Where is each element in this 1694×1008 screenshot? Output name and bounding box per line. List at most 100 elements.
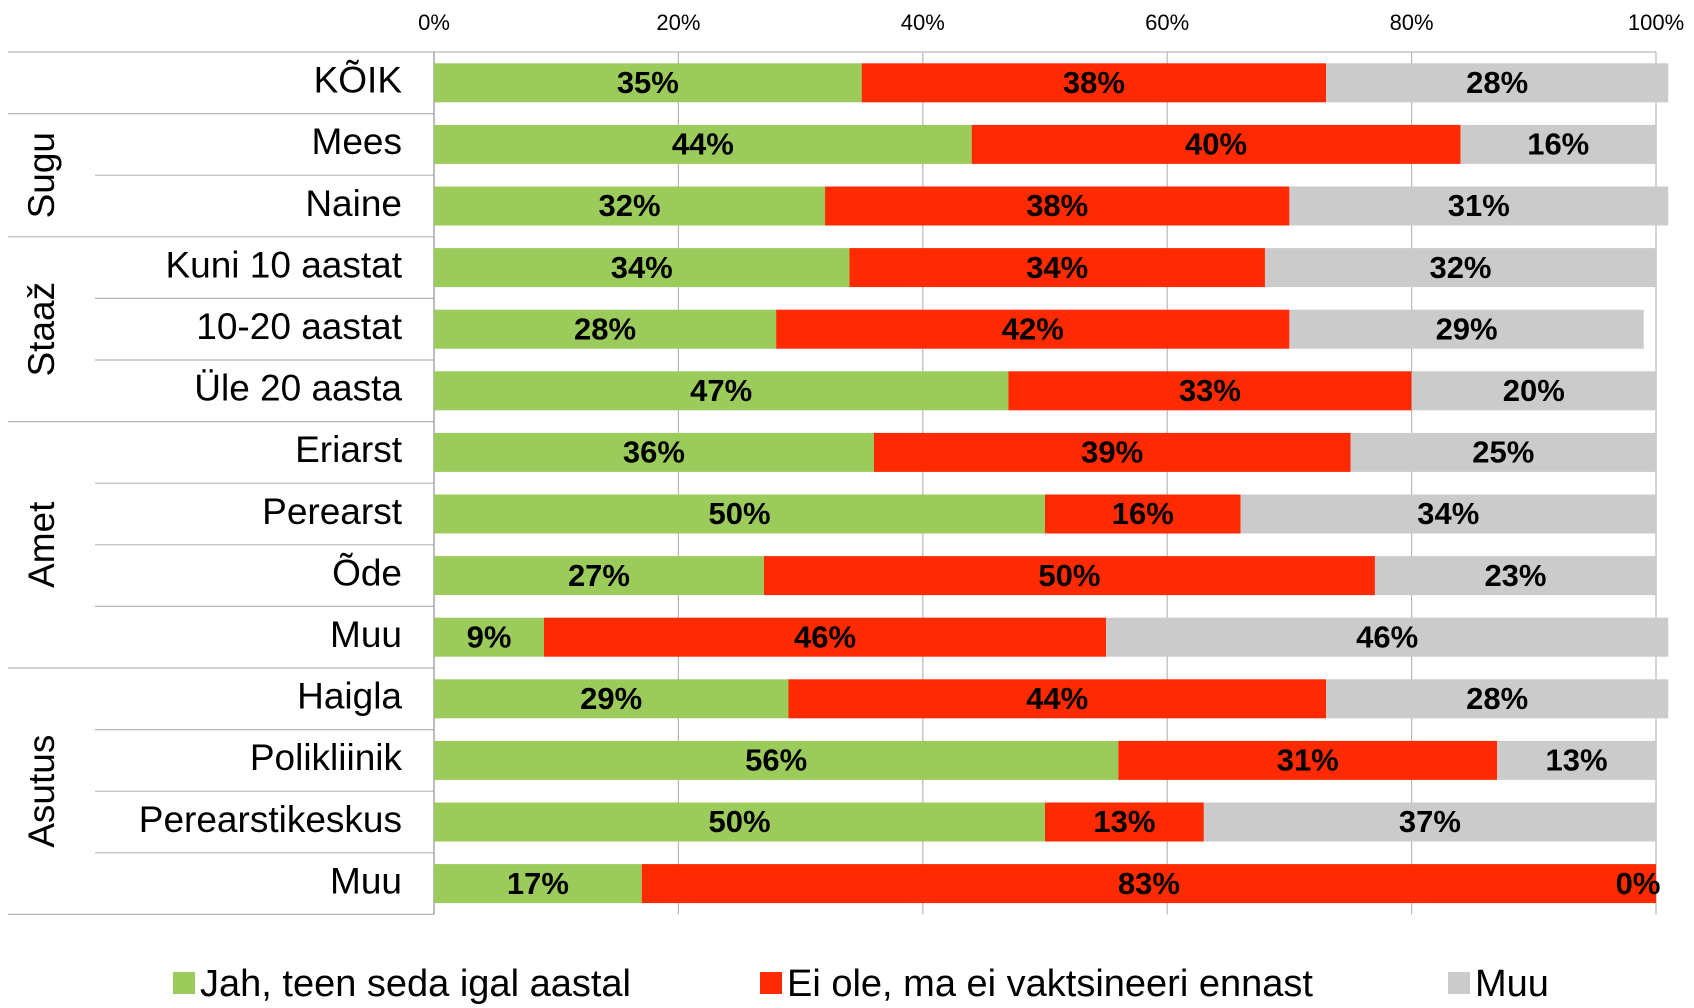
data-label: 28% [1466,65,1528,100]
bar-segment [1240,494,1656,534]
bar-segment [434,186,826,226]
data-label: 33% [1179,373,1241,408]
bar-segment [641,864,1656,904]
category-label: KÕIK [314,60,403,101]
group-label: Asutus [21,735,62,848]
data-label: 46% [1356,619,1418,654]
legend-label: Muu [1475,963,1549,1005]
bar-segment [434,802,1045,842]
legend-swatch [1448,972,1470,994]
bar-segment [1264,248,1656,288]
bar-segment [1045,802,1204,842]
data-label: 34% [1026,250,1088,285]
bar-segment [1289,186,1669,226]
data-label: 46% [794,619,856,654]
data-label: 34% [611,250,673,285]
data-label: 50% [708,496,770,531]
bar-segment [1045,494,1241,534]
data-label: 16% [1527,127,1589,162]
bar-segment [825,186,1290,226]
data-label: 9% [467,619,512,654]
bar-segment [1106,617,1669,657]
legend-label: Ei ole, ma ei vaktsineeri ennast [787,963,1313,1005]
legend-swatch [173,972,195,994]
data-label: 0% [1616,866,1661,901]
bar-segment [543,617,1107,657]
x-tick-label: 20% [656,10,700,35]
category-label: Perearstikeskus [139,799,402,840]
data-label: 50% [1038,558,1100,593]
bar-segment [434,432,874,472]
x-tick-label: 60% [1145,10,1189,35]
bar-segment [1411,371,1656,411]
data-label: 83% [1118,866,1180,901]
group-label: Sugu [21,132,62,218]
category-label: Kuni 10 aastat [165,244,402,285]
bar-segment [434,494,1045,534]
data-label: 38% [1026,188,1088,223]
data-label: 56% [745,743,807,778]
x-tick-label: 0% [418,10,450,35]
bar-segment [763,556,1375,596]
bar-segment [1008,371,1412,411]
data-label: 25% [1472,435,1534,470]
bar-segment [1350,432,1656,472]
bar-segment [434,679,789,719]
category-label: Üle 20 aasta [194,368,402,409]
data-label: 38% [1063,65,1125,100]
bar-segment [776,309,1290,349]
bar-segment [1203,802,1656,842]
data-label: 35% [617,65,679,100]
bar-segment [434,740,1119,780]
bar-segment [1326,679,1669,719]
data-label: 44% [1026,681,1088,716]
data-label: 47% [690,373,752,408]
bar-segment [434,309,777,349]
category-label: Haigla [297,676,402,717]
category-label: Naine [305,183,402,224]
data-label: 37% [1399,804,1461,839]
data-label: 32% [598,188,660,223]
bar-segment [849,248,1265,288]
bar-segment [971,124,1461,164]
bar-segment [1374,556,1656,596]
bar-segment [861,63,1327,103]
data-label: 27% [568,558,630,593]
category-label: Eriarst [295,429,403,470]
data-label: 29% [1436,311,1498,346]
category-label: Õde [332,552,402,593]
category-label: Muu [330,614,402,655]
category-label: Muu [330,860,402,901]
bar-segment [1497,740,1656,780]
legend-label: Jah, teen seda igal aastal [200,963,631,1005]
data-label: 31% [1448,188,1510,223]
data-label: 39% [1081,435,1143,470]
data-label: 34% [1417,496,1479,531]
data-label: 50% [708,804,770,839]
bar-segment [1289,309,1644,349]
data-label: 36% [623,435,685,470]
category-label: Polikliinik [250,737,403,778]
data-label: 23% [1484,558,1546,593]
x-tick-label: 80% [1390,10,1434,35]
bar-segment [434,124,972,164]
bar-segment [434,556,764,596]
bar-segment [434,617,544,657]
data-label: 20% [1503,373,1565,408]
data-label: 16% [1112,496,1174,531]
data-label: 29% [580,681,642,716]
bar-segment [1326,63,1669,103]
data-label: 17% [507,866,569,901]
data-label: 44% [672,127,734,162]
bar-segment [434,63,862,103]
data-label: 42% [1002,311,1064,346]
bar-segment [434,248,850,288]
category-label: 10-20 aastat [196,306,402,347]
bar-segment [1460,124,1656,164]
data-label: 31% [1277,743,1339,778]
bar-segment [788,679,1327,719]
data-label: 13% [1093,804,1155,839]
data-label: 40% [1185,127,1247,162]
x-tick-label: 100% [1628,10,1684,35]
